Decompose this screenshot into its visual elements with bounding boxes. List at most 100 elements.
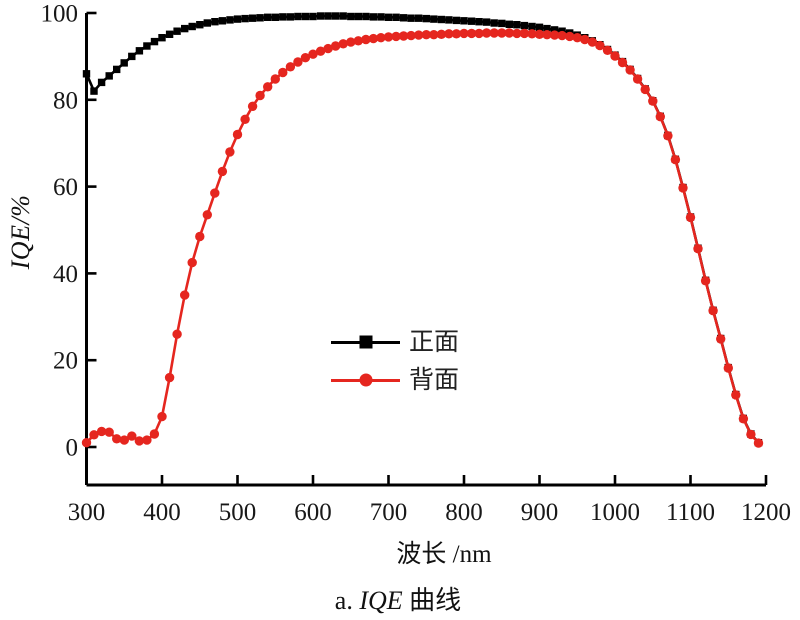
square-marker-icon xyxy=(430,15,438,23)
x-tick-label: 1000 xyxy=(590,499,640,526)
circle-marker-icon xyxy=(127,431,137,441)
circle-marker-icon xyxy=(459,28,469,39)
square-marker-icon xyxy=(467,17,476,25)
legend-item-back: 背面 xyxy=(331,361,459,399)
square-marker-icon xyxy=(113,65,121,74)
circle-marker-icon xyxy=(436,29,447,39)
circle-marker-icon xyxy=(338,39,348,49)
circle-marker-icon xyxy=(96,426,107,437)
square-marker-icon xyxy=(498,19,506,28)
square-marker-icon xyxy=(475,18,483,26)
circle-marker-icon xyxy=(625,65,635,75)
circle-marker-icon xyxy=(180,290,190,300)
square-marker-icon xyxy=(97,78,106,87)
circle-marker-icon xyxy=(202,210,212,220)
circle-marker-icon xyxy=(474,28,484,39)
circle-marker-icon xyxy=(315,46,326,56)
x-axis-tick-labels: 300 400 500 600 700 800 900 1000 1100 1200 xyxy=(68,499,791,526)
legend-back-line-sample xyxy=(331,373,400,387)
circle-marker-icon xyxy=(112,434,122,444)
circle-marker-icon xyxy=(359,373,372,387)
square-marker-icon xyxy=(550,26,559,34)
circle-marker-icon xyxy=(753,438,764,448)
square-marker-icon xyxy=(196,21,204,29)
square-marker-icon xyxy=(135,47,144,55)
square-marker-icon xyxy=(490,19,498,27)
circle-marker-icon xyxy=(346,37,356,47)
square-marker-icon xyxy=(392,13,400,21)
circle-marker-icon xyxy=(330,41,341,51)
y-tick-label: 80 xyxy=(53,87,78,114)
square-marker-icon xyxy=(369,13,378,21)
circle-marker-icon xyxy=(157,411,167,422)
circle-marker-icon xyxy=(149,429,160,439)
circle-marker-icon xyxy=(398,31,409,41)
circle-marker-icon xyxy=(368,33,379,44)
circle-marker-icon xyxy=(89,430,99,440)
circle-marker-icon xyxy=(263,82,273,92)
circle-marker-icon xyxy=(572,33,582,43)
square-marker-icon xyxy=(535,23,544,31)
square-marker-icon xyxy=(150,37,159,46)
square-marker-icon xyxy=(256,14,264,22)
circle-marker-icon xyxy=(481,28,492,38)
x-tick-label: 1100 xyxy=(666,499,715,526)
square-marker-icon xyxy=(82,70,91,78)
circle-marker-icon xyxy=(542,30,552,40)
circle-marker-icon xyxy=(270,74,280,84)
y-axis-tick-labels: 0 20 40 60 80 100 xyxy=(41,1,79,462)
x-tick-label: 300 xyxy=(68,499,106,526)
square-marker-icon xyxy=(422,14,430,23)
circle-marker-icon xyxy=(232,129,243,140)
circle-marker-icon xyxy=(240,114,250,125)
square-marker-icon xyxy=(226,16,234,24)
circle-marker-icon xyxy=(466,28,477,39)
circle-marker-icon xyxy=(700,276,711,286)
circle-marker-icon xyxy=(489,28,499,38)
circle-marker-icon xyxy=(429,30,439,40)
x-tick-label: 400 xyxy=(143,499,181,526)
circle-marker-icon xyxy=(142,435,152,445)
circle-marker-icon xyxy=(685,212,696,223)
square-marker-icon xyxy=(316,12,325,20)
square-marker-icon xyxy=(173,27,181,35)
circle-marker-icon xyxy=(300,53,311,63)
circle-marker-icon xyxy=(738,414,749,424)
circle-marker-icon xyxy=(519,28,530,39)
circle-marker-icon xyxy=(391,31,401,42)
circle-marker-icon xyxy=(693,244,703,254)
circle-marker-icon xyxy=(164,372,175,383)
y-tick-label: 0 xyxy=(66,435,79,462)
square-marker-icon xyxy=(271,13,279,21)
circle-marker-icon xyxy=(610,51,620,61)
circle-marker-icon xyxy=(134,436,144,446)
square-marker-icon xyxy=(279,13,287,21)
circle-marker-icon xyxy=(217,166,228,177)
circle-marker-icon xyxy=(383,32,394,42)
square-marker-icon xyxy=(158,34,166,42)
square-marker-icon xyxy=(241,14,249,23)
square-marker-icon xyxy=(203,19,211,27)
circle-marker-icon xyxy=(512,28,522,39)
circle-marker-icon xyxy=(708,306,718,316)
circle-marker-icon xyxy=(716,334,726,344)
circle-marker-icon xyxy=(640,84,650,95)
x-tick-label: 500 xyxy=(219,499,257,526)
square-marker-icon xyxy=(362,12,370,21)
square-marker-icon xyxy=(354,12,362,21)
circle-marker-icon xyxy=(323,43,333,54)
square-marker-icon xyxy=(218,17,227,25)
square-marker-icon xyxy=(165,30,174,38)
square-marker-icon xyxy=(233,15,242,23)
circle-marker-icon xyxy=(580,34,590,45)
square-marker-icon xyxy=(399,14,408,22)
square-marker-icon xyxy=(452,16,461,25)
x-tick-label: 800 xyxy=(445,499,483,526)
square-marker-icon xyxy=(437,15,446,24)
square-marker-icon xyxy=(188,22,196,31)
circle-marker-icon xyxy=(655,112,665,122)
circle-marker-icon xyxy=(632,74,643,84)
circle-marker-icon xyxy=(746,429,756,440)
circle-marker-icon xyxy=(648,96,658,106)
